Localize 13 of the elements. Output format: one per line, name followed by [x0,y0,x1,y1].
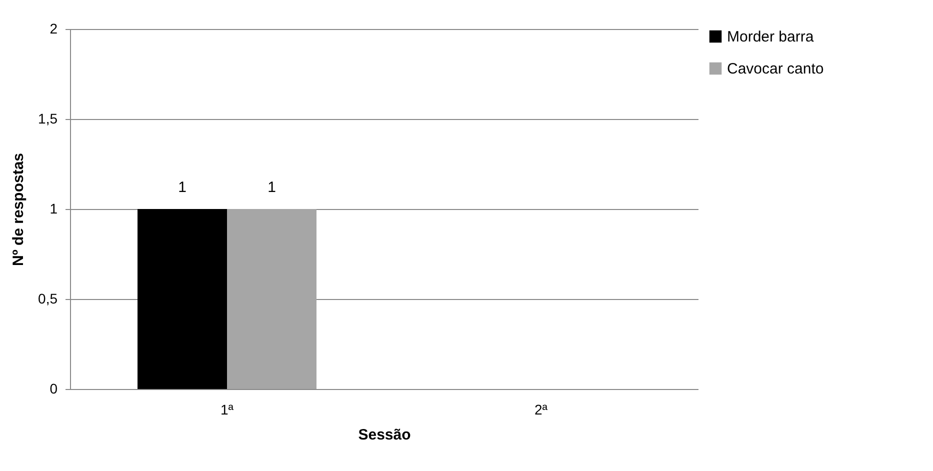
x-tick-label: 2ª [534,402,548,418]
y-tick-label: 1,5 [38,110,58,126]
data-label: 1 [178,179,186,196]
legend-label: Cavocar canto [727,60,824,78]
x-tick-label: 1ª [220,402,234,418]
y-tick-label: 0,5 [38,290,58,306]
x-axis-title: Sessão [358,426,411,444]
data-label: 1 [268,179,276,196]
y-tick-label: 0 [50,380,58,396]
y-axis-title: Nº de respostas [10,152,28,266]
legend-label: Morder barra [727,28,814,46]
y-tick-label: 1 [50,200,58,216]
y-tick-label: 2 [50,20,58,36]
